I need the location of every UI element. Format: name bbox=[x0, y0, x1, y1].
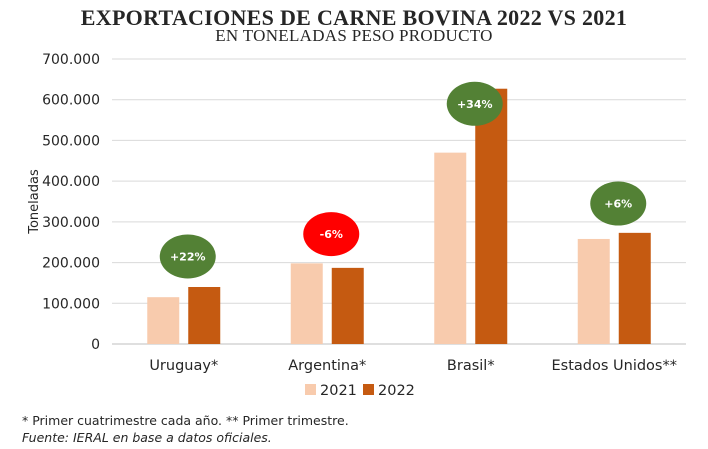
y-axis-label: Toneladas bbox=[27, 169, 42, 235]
y-tick-label: 400.000 bbox=[42, 174, 100, 190]
y-tick-label: 600.000 bbox=[42, 93, 100, 109]
bar-2021 bbox=[434, 152, 467, 344]
y-tick-label: 0 bbox=[91, 337, 100, 353]
chart-subtitle: EN TONELADAS PESO PRODUCTO bbox=[215, 26, 493, 45]
x-tick-label: Uruguay* bbox=[149, 358, 218, 374]
source-note: Fuente: IERAL en base a datos oficiales. bbox=[22, 430, 272, 445]
bar-2022 bbox=[618, 232, 651, 344]
change-badge-label: +34% bbox=[457, 98, 493, 111]
bar-2021 bbox=[290, 263, 323, 344]
legend-swatch-2022 bbox=[363, 384, 374, 395]
x-tick-label: Argentina* bbox=[288, 358, 366, 374]
bar-2022 bbox=[188, 287, 221, 344]
y-tick-label: 100.000 bbox=[42, 296, 100, 312]
y-tick-label: 700.000 bbox=[42, 52, 100, 68]
y-tick-label: 200.000 bbox=[42, 256, 100, 272]
bar-2021 bbox=[577, 238, 610, 344]
change-badge bbox=[446, 81, 503, 126]
chart-title: EXPORTACIONES DE CARNE BOVINA 2022 VS 20… bbox=[80, 5, 628, 30]
change-badge bbox=[159, 234, 216, 279]
bar-2022 bbox=[475, 88, 508, 344]
legend-label: 2022 bbox=[378, 383, 415, 399]
x-tick-label: Brasil* bbox=[447, 358, 495, 374]
change-badge-label: -6% bbox=[320, 228, 343, 241]
bar-2021 bbox=[147, 297, 180, 344]
change-badge-label: +6% bbox=[604, 198, 632, 211]
change-badge bbox=[303, 212, 360, 257]
y-tick-label: 300.000 bbox=[42, 215, 100, 231]
footnote: * Primer cuatrimestre cada año. ** Prime… bbox=[22, 413, 349, 428]
change-badge bbox=[590, 181, 647, 226]
x-tick-label: Estados Unidos** bbox=[552, 358, 678, 374]
bar-2022 bbox=[331, 267, 364, 344]
y-tick-label: 500.000 bbox=[42, 133, 100, 149]
change-badge-label: +22% bbox=[170, 250, 206, 263]
legend-label: 2021 bbox=[320, 383, 357, 399]
legend-swatch-2021 bbox=[305, 384, 316, 395]
